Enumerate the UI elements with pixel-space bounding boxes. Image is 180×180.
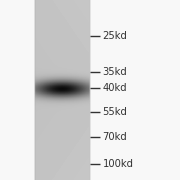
Text: 100kd: 100kd	[103, 159, 134, 169]
Text: 55kd: 55kd	[103, 107, 127, 117]
Text: 25kd: 25kd	[103, 31, 127, 41]
Text: 35kd: 35kd	[103, 67, 127, 77]
Text: 70kd: 70kd	[103, 132, 127, 142]
Text: 40kd: 40kd	[103, 83, 127, 93]
